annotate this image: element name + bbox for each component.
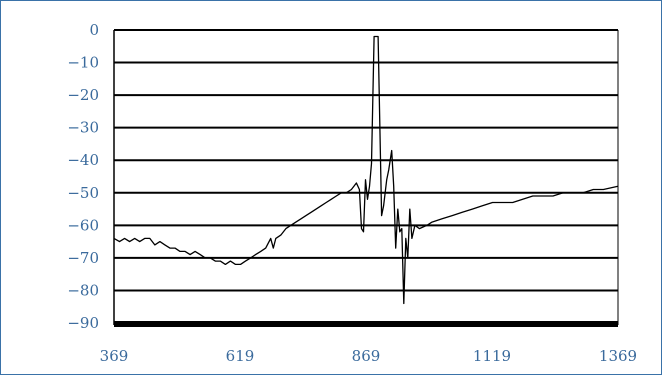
y-axis-tick-labels: 0 −10 −20 −30 −40 −50 −60 −70 −80 −90 xyxy=(67,21,99,332)
y-tick-label: −70 xyxy=(67,249,99,267)
y-tick-label: −80 xyxy=(67,281,99,299)
x-tick-label: 869 xyxy=(352,347,381,365)
y-tick-label: −50 xyxy=(67,184,99,202)
y-tick-label: −20 xyxy=(67,86,99,104)
x-tick-label: 619 xyxy=(226,347,255,365)
x-tick-label: 369 xyxy=(100,347,129,365)
x-tick-label: 1119 xyxy=(473,347,511,365)
y-tick-label: −30 xyxy=(67,119,99,137)
horizontal-gridlines xyxy=(114,29,618,327)
y-tick-label: 0 xyxy=(89,21,99,39)
y-tick-label: −40 xyxy=(67,151,99,169)
x-axis-bar xyxy=(114,321,618,327)
series-group xyxy=(113,35,619,305)
y-tick-label: −60 xyxy=(67,216,99,234)
x-axis-tick-labels: 369 619 869 1119 1369 xyxy=(100,347,637,365)
x-tick-label: 1369 xyxy=(599,347,637,365)
y-tick-label: −10 xyxy=(67,54,99,72)
y-tick-label: −90 xyxy=(67,314,99,332)
plot-area-border xyxy=(113,30,619,325)
series-line xyxy=(113,35,619,305)
